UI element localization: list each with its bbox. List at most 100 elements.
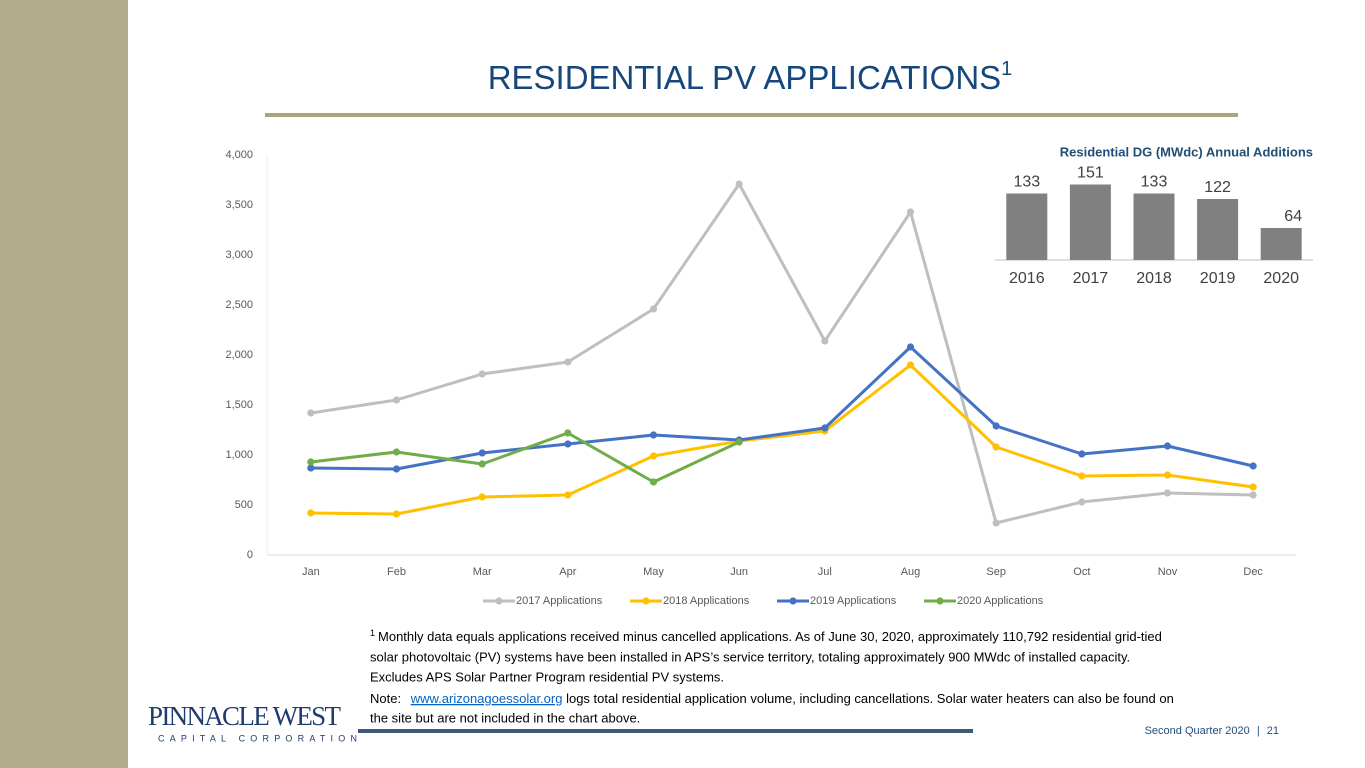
bar-value-label: 133	[1013, 174, 1040, 191]
data-point	[307, 409, 315, 417]
bar-value-label: 133	[1141, 174, 1168, 191]
data-point	[1163, 489, 1172, 497]
x-tick-label: Mar	[473, 566, 492, 578]
note-line: the site but are not included in the cha…	[370, 710, 640, 725]
page-number: 21	[1267, 725, 1279, 737]
x-tick-label: 2016	[1009, 270, 1045, 287]
y-tick-label: 0	[247, 549, 253, 561]
bar	[1260, 228, 1302, 260]
footer-separator: |	[1257, 725, 1260, 737]
bar	[1006, 193, 1048, 260]
data-point	[392, 448, 401, 456]
y-tick-label: 2,500	[225, 299, 253, 311]
sidebar	[0, 0, 128, 768]
y-tick-label: 4,000	[225, 149, 253, 161]
bar	[1197, 199, 1239, 260]
data-point	[649, 431, 658, 439]
legend-label: 2019 Applications	[810, 595, 897, 607]
y-tick-label: 3,000	[225, 249, 253, 261]
data-point	[1078, 472, 1086, 480]
footnote-number: 1	[370, 628, 375, 638]
note-label: Note:	[370, 691, 401, 706]
title-superscript: 1	[1001, 58, 1012, 80]
data-point	[649, 478, 658, 486]
series-line	[310, 182, 1254, 525]
data-point	[307, 458, 315, 466]
series-line	[310, 363, 1254, 516]
data-point	[392, 465, 401, 473]
data-point	[1163, 442, 1172, 450]
data-point	[906, 343, 915, 351]
legend-label: 2020 Applications	[957, 595, 1044, 607]
bar-value-label: 64	[1284, 208, 1302, 225]
data-point	[649, 305, 658, 313]
series-line	[310, 431, 740, 484]
footer-rule	[358, 729, 973, 733]
data-point	[735, 180, 743, 188]
y-tick-label: 500	[235, 499, 253, 511]
x-tick-label: 2019	[1200, 270, 1236, 287]
footer: Second Quarter 2020 | 21	[1145, 725, 1279, 737]
x-tick-label: Jul	[818, 566, 832, 578]
data-point	[564, 358, 572, 366]
data-point	[564, 429, 572, 437]
x-tick-label: Aug	[901, 566, 921, 578]
x-tick-label: Dec	[1243, 566, 1263, 578]
data-point	[478, 370, 486, 378]
data-point	[478, 449, 486, 457]
legend-marker	[789, 597, 797, 605]
y-tick-label: 1,000	[225, 449, 253, 461]
x-tick-label: Nov	[1158, 566, 1178, 578]
bar	[1069, 184, 1111, 260]
data-point	[478, 493, 486, 501]
data-point	[1163, 471, 1172, 479]
data-point	[1078, 498, 1086, 506]
note-line: Note: www.arizonagoessolar.org logs tota…	[370, 691, 1174, 706]
data-point	[478, 460, 486, 468]
data-point	[1249, 483, 1257, 491]
data-point	[992, 443, 1000, 451]
data-point	[1249, 462, 1257, 470]
footer-quarter: Second Quarter 2020	[1145, 725, 1250, 737]
data-point	[821, 424, 829, 432]
footnote-line: solar photovoltaic (PV) systems have bee…	[370, 649, 1130, 664]
legend-marker	[642, 597, 650, 605]
note-link[interactable]: www.arizonagoessolar.org	[410, 691, 563, 706]
data-point	[649, 452, 658, 460]
data-point	[392, 396, 401, 404]
note-text: logs total residential application volum…	[566, 691, 1174, 706]
y-tick-label: 3,500	[225, 199, 253, 211]
logo-name: PINNACLE WEST	[148, 701, 342, 731]
title-text: RESIDENTIAL PV APPLICATIONS	[488, 59, 1001, 96]
data-point	[1078, 450, 1086, 458]
bar	[1133, 193, 1175, 260]
data-point	[564, 491, 572, 499]
footnote-text: Monthly data equals applications receive…	[378, 629, 1162, 644]
data-point	[307, 464, 315, 472]
data-point	[992, 519, 1000, 527]
data-point	[564, 440, 572, 448]
legend-marker	[495, 597, 503, 605]
data-point	[735, 438, 743, 446]
series-line	[310, 345, 1254, 471]
data-point	[906, 208, 915, 216]
x-tick-label: 2017	[1073, 270, 1109, 287]
x-tick-label: Jun	[730, 566, 748, 578]
footnote-line: 1 Monthly data equals applications receiv…	[370, 628, 1162, 644]
x-tick-label: Apr	[559, 566, 576, 578]
bar-value-label: 151	[1077, 165, 1104, 182]
data-point	[821, 337, 829, 345]
legend-marker	[936, 597, 944, 605]
y-tick-label: 2,000	[225, 349, 253, 361]
data-point	[1249, 491, 1257, 499]
data-point	[906, 361, 915, 369]
x-tick-label: Feb	[387, 566, 406, 578]
x-tick-label: Sep	[986, 566, 1006, 578]
slide-title: RESIDENTIAL PV APPLICATIONS1	[488, 58, 1013, 95]
x-tick-label: Jan	[302, 566, 320, 578]
legend-label: 2018 Applications	[663, 595, 750, 607]
x-tick-label: Oct	[1073, 566, 1090, 578]
footnote-line: Excludes APS Solar Partner Program resid…	[370, 669, 724, 684]
